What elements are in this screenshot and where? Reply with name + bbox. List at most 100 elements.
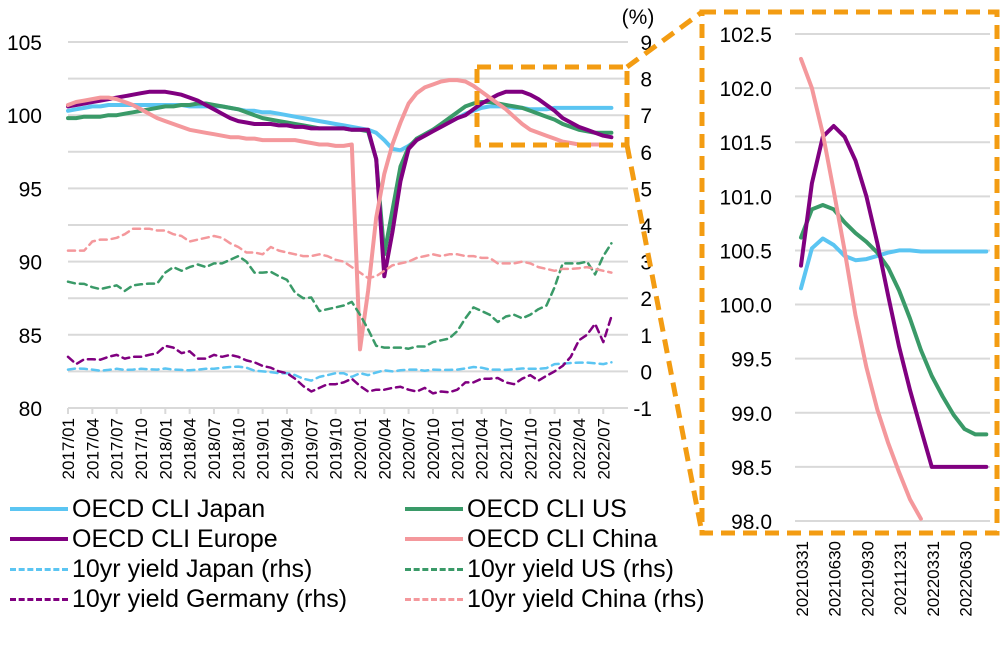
legend-swatch bbox=[10, 567, 68, 571]
legend-item: 10yr yield US (rhs) bbox=[405, 552, 674, 586]
series-line-oecd-cli-china bbox=[66, 78, 614, 352]
inset-x-tick-label: 20211231 bbox=[891, 541, 910, 615]
x-axis-tick-label: 2020/10 bbox=[424, 418, 443, 479]
legend-item: OECD CLI US bbox=[405, 492, 627, 526]
right-axis-tick-label: -1 bbox=[633, 398, 652, 421]
x-axis-tick-label: 2022/04 bbox=[570, 418, 589, 479]
inset-y-tick-label: 102.0 bbox=[719, 78, 772, 101]
series-line-10yr-yield-japan-rhs bbox=[66, 361, 613, 382]
inset-x-tick-label: 20210930 bbox=[858, 541, 877, 617]
legend-item: 10yr yield Japan (rhs) bbox=[10, 552, 312, 586]
main-gridlines bbox=[68, 41, 628, 409]
x-axis-tick-label: 2021/04 bbox=[473, 418, 492, 479]
inset-series-line-oecd-cli-europe bbox=[799, 124, 989, 469]
left-axis-tick-label: 105 bbox=[7, 32, 42, 55]
legend-label: 10yr yield US (rhs) bbox=[467, 554, 674, 583]
series-line-10yr-yield-china-rhs bbox=[66, 227, 613, 280]
x-axis-tick-label: 2017/07 bbox=[108, 418, 127, 479]
legend-label: OECD CLI Japan bbox=[72, 494, 266, 523]
inset-y-tick-label: 100.0 bbox=[719, 295, 772, 318]
x-axis-tick-label: 2021/01 bbox=[448, 418, 467, 479]
x-axis-tick-label: 2019/10 bbox=[327, 418, 346, 479]
inset-x-tick-label: 20220331 bbox=[924, 541, 943, 617]
inset-frame bbox=[699, 9, 1000, 536]
x-axis-tick-label: 2017/04 bbox=[83, 418, 102, 479]
inset-y-tick-label: 98.0 bbox=[731, 511, 772, 534]
right-axis-tick-label: 1 bbox=[640, 325, 652, 348]
x-axis-tick-label: 2018/01 bbox=[156, 418, 175, 479]
inset-axes: 98.0 98.5 99.0 99.5 100.0 100.5 101.0 101.5 102.… bbox=[719, 24, 975, 617]
left-axis-tick-label: 90 bbox=[19, 252, 42, 275]
right-axis-tick-label: 0 bbox=[640, 361, 652, 384]
legend-item: OECD CLI Japan bbox=[10, 492, 265, 526]
inset-series-line-oecd-cli-us bbox=[799, 203, 989, 437]
x-axis-tick-label: 2022/07 bbox=[594, 418, 613, 479]
series-line-oecd-cli-europe bbox=[66, 89, 614, 279]
legend-label: OECD CLI US bbox=[467, 494, 627, 523]
right-axis-tick-label: 3 bbox=[640, 252, 652, 275]
inset-y-tick-label: 101.5 bbox=[719, 132, 772, 155]
series-line-10yr-yield-germany-rhs bbox=[66, 315, 613, 395]
legend-item: 10yr yield Germany (rhs) bbox=[10, 582, 347, 616]
right-axis-unit-label: (%) bbox=[622, 6, 655, 29]
x-axis-tick-label: 2020/07 bbox=[400, 418, 419, 479]
x-axis-tick-label: 2021/10 bbox=[521, 418, 540, 479]
inset-series-line-oecd-cli-japan bbox=[799, 236, 989, 291]
x-axis-tick-label: 2017/01 bbox=[59, 418, 78, 479]
callout-connector-bottom bbox=[624, 144, 705, 534]
legend-swatch bbox=[405, 507, 463, 511]
legend-swatch bbox=[10, 537, 68, 541]
legend-item: 10yr yield China (rhs) bbox=[405, 582, 705, 616]
legend-label: 10yr yield Japan (rhs) bbox=[72, 554, 313, 583]
right-axis-tick-label: 9 bbox=[640, 32, 652, 55]
x-axis-tick-label: 2019/07 bbox=[302, 418, 321, 479]
x-axis-tick-label: 2020/01 bbox=[351, 418, 370, 479]
inset-x-tick-label: 20210331 bbox=[793, 541, 812, 617]
legend-item: OECD CLI Europe bbox=[10, 522, 278, 556]
left-axis-tick-label: 85 bbox=[19, 325, 42, 348]
right-axis-tick-label: 6 bbox=[640, 142, 652, 165]
legend-label: 10yr yield Germany (rhs) bbox=[72, 584, 348, 613]
callout-connector-top bbox=[625, 9, 704, 70]
inset-x-tick-label: 20220630 bbox=[957, 541, 976, 617]
highlight-box bbox=[474, 64, 630, 148]
inset-y-tick-label: 99.0 bbox=[731, 403, 772, 426]
inset-y-tick-label: 102.5 bbox=[719, 24, 772, 47]
left-axis-tick-label: 100 bbox=[7, 105, 42, 128]
inset-series-line-oecd-cli-china bbox=[799, 56, 923, 521]
legend-label: OECD CLI China bbox=[467, 524, 658, 553]
legend-label: OECD CLI Europe bbox=[72, 524, 278, 553]
x-axis-tick-label: 2019/04 bbox=[278, 418, 297, 479]
right-axis-tick-label: 7 bbox=[640, 105, 652, 128]
right-axis-tick-label: 2 bbox=[640, 288, 652, 311]
left-axis-tick-label: 80 bbox=[19, 398, 42, 421]
legend-item: OECD CLI China bbox=[405, 522, 657, 556]
legend-label: 10yr yield China (rhs) bbox=[467, 584, 705, 613]
right-axis-tick-label: 5 bbox=[640, 178, 652, 201]
x-axis-tick-label: 2018/10 bbox=[229, 418, 248, 479]
main-series bbox=[66, 78, 614, 395]
series-line-10yr-yield-us-rhs bbox=[66, 242, 613, 350]
legend-swatch bbox=[405, 567, 463, 571]
inset-y-tick-label: 100.5 bbox=[719, 240, 772, 263]
x-axis-tick-label: 2018/07 bbox=[205, 418, 224, 479]
inset-y-tick-label: 99.5 bbox=[731, 349, 772, 372]
legend-swatch bbox=[405, 537, 463, 541]
inset-y-tick-label: 101.0 bbox=[719, 186, 772, 209]
inset-y-tick-label: 98.5 bbox=[731, 457, 772, 480]
inset-series bbox=[799, 56, 989, 521]
x-axis-tick-label: 2018/04 bbox=[181, 418, 200, 479]
left-axis-tick-label: 95 bbox=[19, 178, 42, 201]
x-axis-tick-label: 2017/10 bbox=[132, 418, 151, 479]
legend-swatch bbox=[10, 597, 68, 601]
zoom-callout bbox=[474, 9, 1000, 536]
legend-swatch bbox=[405, 597, 463, 601]
x-axis-tick-label: 2021/07 bbox=[497, 418, 516, 479]
legend-swatch bbox=[10, 507, 68, 511]
inset-x-tick-label: 20210630 bbox=[826, 541, 845, 617]
x-axis-tick-label: 2019/01 bbox=[254, 418, 273, 479]
x-axis-tick-label: 2020/04 bbox=[375, 418, 394, 479]
x-axis-tick-label: 2022/01 bbox=[546, 418, 565, 479]
